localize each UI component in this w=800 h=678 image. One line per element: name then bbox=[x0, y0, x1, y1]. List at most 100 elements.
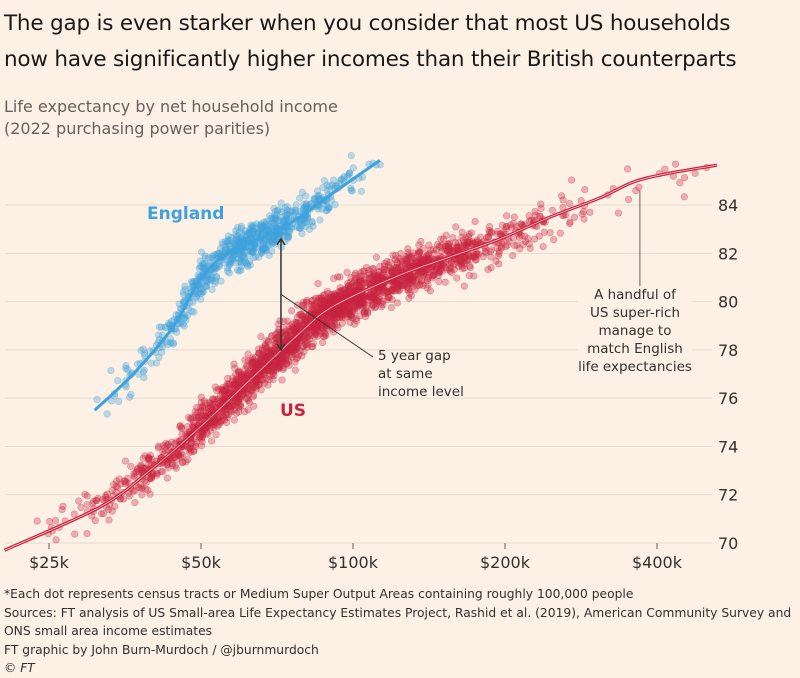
us-dot bbox=[184, 413, 193, 422]
us-dot bbox=[412, 278, 421, 287]
us-dot bbox=[408, 252, 416, 260]
us-dot bbox=[339, 308, 347, 316]
us-dot bbox=[355, 295, 363, 303]
us-dot bbox=[407, 259, 416, 267]
us-dot bbox=[274, 359, 282, 367]
us-dot bbox=[312, 308, 321, 316]
us-dot bbox=[239, 372, 248, 380]
us-dot bbox=[469, 252, 477, 260]
us-dot bbox=[453, 274, 461, 282]
us-dot bbox=[301, 316, 309, 325]
us-dot bbox=[328, 313, 337, 321]
us-dot bbox=[580, 215, 588, 223]
us-dot bbox=[424, 254, 432, 262]
us-dot bbox=[365, 291, 374, 299]
us-dot bbox=[358, 280, 366, 288]
us-dot bbox=[498, 221, 506, 229]
us-dot bbox=[285, 333, 293, 341]
us-dot bbox=[369, 271, 377, 280]
us-dot bbox=[225, 389, 234, 397]
us-dot bbox=[486, 248, 495, 256]
us-dot bbox=[331, 293, 339, 301]
us-dot bbox=[330, 308, 338, 316]
us-dot bbox=[283, 317, 292, 325]
us-dot bbox=[360, 301, 368, 310]
us-dot bbox=[206, 401, 214, 410]
us-dot bbox=[404, 254, 412, 263]
us-dot bbox=[417, 280, 425, 289]
us-dot bbox=[197, 398, 205, 407]
us-dot bbox=[423, 255, 431, 264]
us-dot bbox=[314, 320, 322, 329]
us-dot bbox=[406, 253, 414, 261]
us-dot bbox=[219, 384, 227, 392]
us-dot bbox=[331, 307, 339, 315]
us-dot bbox=[358, 299, 367, 307]
us-dot bbox=[242, 395, 251, 403]
us-dot bbox=[195, 434, 204, 442]
us-dot bbox=[548, 206, 557, 214]
us-dot bbox=[370, 288, 378, 296]
us-dot bbox=[300, 331, 308, 339]
us-dot bbox=[265, 372, 274, 380]
england-dot bbox=[265, 251, 273, 260]
us-dot bbox=[313, 326, 321, 334]
us-dot bbox=[401, 260, 409, 268]
y-tick-label: 70 bbox=[718, 534, 738, 553]
us-dot bbox=[671, 160, 680, 168]
us-dot bbox=[464, 238, 472, 247]
us-dot bbox=[484, 265, 492, 274]
y-tick-label: 84 bbox=[718, 196, 738, 215]
us-dot bbox=[319, 325, 327, 333]
us-dot bbox=[81, 490, 89, 499]
us-dot bbox=[395, 286, 403, 294]
us-dot bbox=[323, 287, 332, 296]
us-dot bbox=[102, 493, 110, 502]
us-dot bbox=[274, 364, 282, 372]
us-dot bbox=[212, 417, 220, 425]
us-dot bbox=[394, 282, 402, 290]
us-dot bbox=[344, 282, 353, 290]
us-dot bbox=[401, 281, 409, 289]
us-dot bbox=[467, 229, 476, 237]
gap-annotation-line: 5 year gap bbox=[378, 348, 451, 364]
us-dot bbox=[140, 464, 149, 472]
us-dot bbox=[404, 248, 412, 257]
us-dot bbox=[322, 323, 331, 331]
us-dot bbox=[333, 310, 341, 318]
us-dot bbox=[186, 442, 194, 450]
us-dot bbox=[350, 320, 359, 328]
us-dot bbox=[375, 295, 383, 303]
us-dot bbox=[108, 486, 116, 495]
us-dot bbox=[243, 394, 252, 403]
us-dot bbox=[374, 297, 382, 305]
us-dot bbox=[329, 308, 337, 316]
us-dot bbox=[403, 273, 411, 282]
us-dot bbox=[225, 380, 234, 388]
us-dot bbox=[285, 347, 293, 355]
us-dot bbox=[340, 286, 348, 294]
england-dot bbox=[293, 223, 301, 231]
us-dot bbox=[217, 416, 226, 425]
us-dot bbox=[412, 257, 421, 266]
england-dot bbox=[316, 216, 324, 224]
us-dot bbox=[470, 253, 478, 261]
us-dot bbox=[369, 291, 377, 299]
us-dot bbox=[322, 301, 330, 309]
us-dot bbox=[201, 399, 209, 407]
us-dot bbox=[341, 314, 349, 322]
us-dot bbox=[215, 385, 223, 393]
us-dot bbox=[263, 366, 271, 374]
us-dot bbox=[271, 363, 279, 372]
us-dot bbox=[415, 275, 423, 283]
us-dot bbox=[141, 452, 149, 460]
us-dot bbox=[350, 303, 358, 311]
us-dot bbox=[251, 363, 259, 371]
us-dot bbox=[293, 343, 301, 352]
us-dot bbox=[303, 313, 312, 321]
us-dot bbox=[429, 268, 437, 276]
us-dot bbox=[186, 449, 194, 457]
us-dot bbox=[249, 366, 257, 374]
us-dot bbox=[191, 408, 199, 416]
us-dot bbox=[119, 495, 128, 503]
